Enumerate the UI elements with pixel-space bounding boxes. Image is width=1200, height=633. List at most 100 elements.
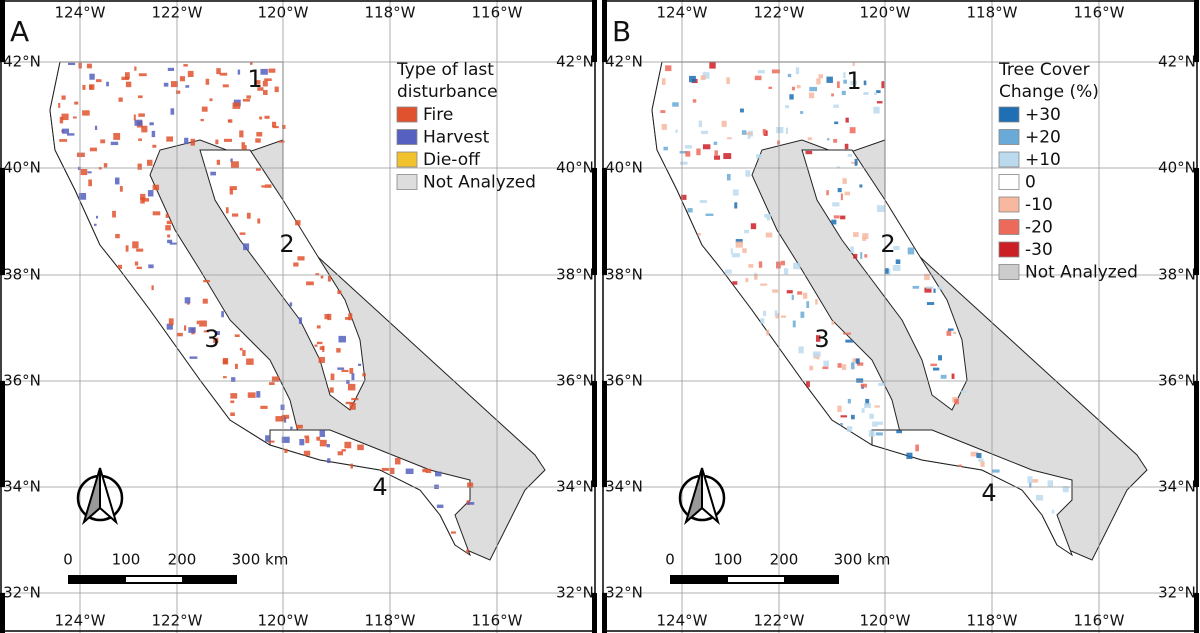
disturbance-patch xyxy=(337,290,342,295)
disturbance-patch xyxy=(147,159,153,166)
disturbance-patch xyxy=(802,292,808,299)
disturbance-patch xyxy=(1051,509,1055,514)
latitude-label: 40°N xyxy=(556,159,594,177)
disturbance-patch xyxy=(700,130,709,134)
panel-frame xyxy=(0,0,596,632)
disturbance-patch xyxy=(450,531,456,534)
disturbance-patch xyxy=(850,246,854,254)
disturbance-patch xyxy=(763,310,767,317)
disturbance-patch xyxy=(241,145,247,150)
disturbance-patch xyxy=(349,402,356,410)
disturbance-patch xyxy=(924,273,930,281)
longitude-label: 116°W xyxy=(1074,612,1125,630)
disturbance-patch xyxy=(806,381,810,388)
disturbance-patch xyxy=(766,329,770,336)
disturbance-patch xyxy=(840,415,848,418)
disturbance-patch xyxy=(789,94,794,100)
disturbance-patch xyxy=(298,317,303,324)
disturbance-patch xyxy=(826,190,829,196)
disturbance-patch xyxy=(348,313,353,321)
disturbance-patch xyxy=(223,138,232,142)
disturbance-patch xyxy=(792,320,796,328)
disturbance-patch xyxy=(214,331,220,336)
disturbance-patch xyxy=(306,281,314,286)
frame-bar xyxy=(602,168,607,275)
disturbance-patch xyxy=(865,398,870,406)
disturbance-patch xyxy=(345,401,354,405)
disturbance-patch xyxy=(744,229,750,234)
disturbance-patch xyxy=(863,80,867,86)
disturbance-patch xyxy=(216,68,221,75)
disturbance-patch xyxy=(115,177,120,185)
disturbance-patch xyxy=(726,77,730,85)
disturbance-patch xyxy=(106,81,109,87)
disturbance-patch xyxy=(937,286,943,290)
disturbance-patch xyxy=(256,132,263,137)
longitude-label: 116°W xyxy=(472,4,523,22)
disturbance-patch xyxy=(140,197,145,204)
disturbance-patch xyxy=(684,145,692,149)
legend-swatch xyxy=(998,129,1020,145)
disturbance-patch xyxy=(239,232,246,235)
legend-label: Harvest xyxy=(423,128,490,148)
region-number: 2 xyxy=(880,230,895,258)
disturbance-patch xyxy=(833,138,838,143)
disturbance-patch xyxy=(134,119,143,126)
frame-bar xyxy=(592,593,597,633)
disturbance-patch xyxy=(242,99,251,102)
disturbance-patch xyxy=(766,217,771,221)
disturbance-patch xyxy=(316,341,323,345)
legend-label: -10 xyxy=(1025,195,1053,215)
disturbance-patch xyxy=(970,451,979,457)
disturbance-patch xyxy=(758,261,763,268)
scale-label: 300 km xyxy=(232,551,289,569)
disturbance-patch xyxy=(269,382,275,386)
region-number: 1 xyxy=(846,67,861,95)
disturbance-patch xyxy=(660,110,666,114)
disturbance-patch xyxy=(745,132,753,135)
disturbance-patch xyxy=(230,393,238,399)
disturbance-patch xyxy=(926,286,934,289)
longitude-label: 116°W xyxy=(472,612,523,630)
disturbance-patch xyxy=(320,275,324,279)
disturbance-patch xyxy=(255,138,261,143)
disturbance-patch xyxy=(685,151,691,157)
disturbance-patch xyxy=(856,378,864,383)
disturbance-patch xyxy=(167,239,173,244)
disturbance-patch xyxy=(714,155,721,160)
disturbance-patch xyxy=(138,73,147,77)
disturbance-patch xyxy=(67,62,76,66)
disturbance-patch xyxy=(1035,494,1044,501)
disturbance-patch xyxy=(260,68,268,75)
disturbance-patch xyxy=(222,84,229,88)
disturbance-patch xyxy=(278,140,285,143)
disturbance-patch xyxy=(859,184,863,188)
disturbance-patch xyxy=(61,128,70,134)
map-panel: 124°W 124°W 122°W 122°W 120°W 120°W 118°W 118°W… xyxy=(0,0,597,633)
disturbance-patch xyxy=(723,153,732,160)
latitude-label: 36°N xyxy=(3,372,41,390)
legend-title: Tree Cover xyxy=(998,60,1090,80)
disturbance-patch xyxy=(851,362,855,370)
disturbance-patch xyxy=(800,111,804,114)
disturbance-patch xyxy=(876,101,883,104)
region-number: 3 xyxy=(204,325,219,353)
scale-bar xyxy=(728,577,784,582)
disturbance-patch xyxy=(125,72,130,80)
disturbance-patch xyxy=(679,151,688,154)
frame-bar xyxy=(1194,0,1199,62)
frame-bar xyxy=(592,381,597,487)
disturbance-patch xyxy=(330,373,335,381)
disturbance-patch xyxy=(89,84,95,90)
disturbance-patch xyxy=(855,358,860,364)
disturbance-patch xyxy=(785,127,789,134)
disturbance-patch xyxy=(980,461,985,467)
disturbance-patch xyxy=(976,452,982,458)
disturbance-patch xyxy=(229,188,233,195)
disturbance-patch xyxy=(184,137,189,145)
disturbance-patch xyxy=(345,317,350,320)
scale-label: 100 xyxy=(112,551,141,569)
disturbance-patch xyxy=(772,289,779,293)
disturbance-patch xyxy=(289,302,293,307)
forest-region xyxy=(801,149,968,411)
